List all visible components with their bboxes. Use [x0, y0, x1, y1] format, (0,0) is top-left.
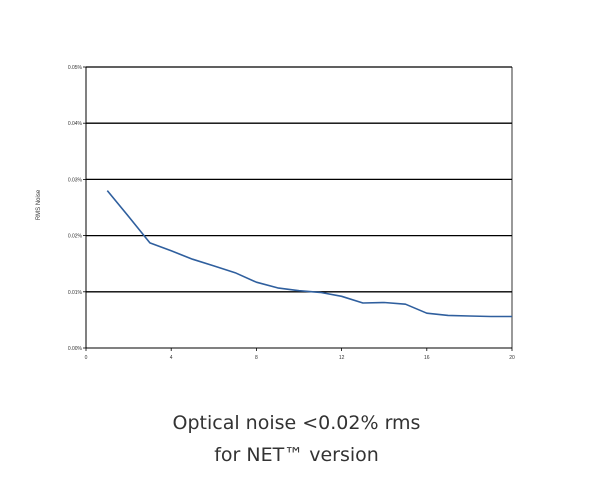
- x-tick-label: 4: [170, 355, 173, 361]
- x-tick-label: 12: [339, 355, 345, 361]
- y-axis-label: RMS Noise: [36, 189, 42, 220]
- rms-noise-chart: 0.00%0.01%0.02%0.03%0.04%0.05%0 4 8 12 16 20 …: [36, 65, 515, 361]
- x-tick-label: 0: [85, 355, 88, 361]
- y-tick-label: 0.01%: [68, 290, 83, 296]
- caption-line-1: Optical noise <0.02% rms: [172, 412, 421, 434]
- y-tick-label: 0.04%: [68, 121, 83, 127]
- x-tick-label: 16: [424, 355, 430, 361]
- labels-layer: 0.00% 0.01% 0.02% 0.03% 0.04% 0.05% 0 4 8 12 16 20: [68, 65, 515, 361]
- y-tick-label: 0.00%: [68, 346, 83, 352]
- axes-layer: [83, 66, 513, 351]
- series-line: [106, 190, 512, 318]
- caption-line-2: for NET™ version: [214, 444, 379, 466]
- y-tick-label: 0.05%: [68, 65, 83, 71]
- x-tick-label: 20: [509, 355, 515, 361]
- y-tick-label: 0.02%: [68, 234, 83, 240]
- y-tick-label: 0.03%: [68, 177, 83, 183]
- grid-layer: [86, 66, 512, 293]
- series-layer: [106, 190, 512, 318]
- x-tick-label: 8: [255, 355, 258, 361]
